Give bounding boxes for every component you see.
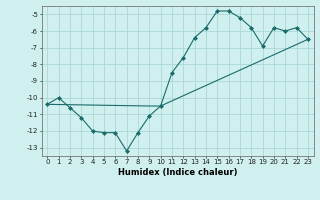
X-axis label: Humidex (Indice chaleur): Humidex (Indice chaleur) xyxy=(118,168,237,177)
